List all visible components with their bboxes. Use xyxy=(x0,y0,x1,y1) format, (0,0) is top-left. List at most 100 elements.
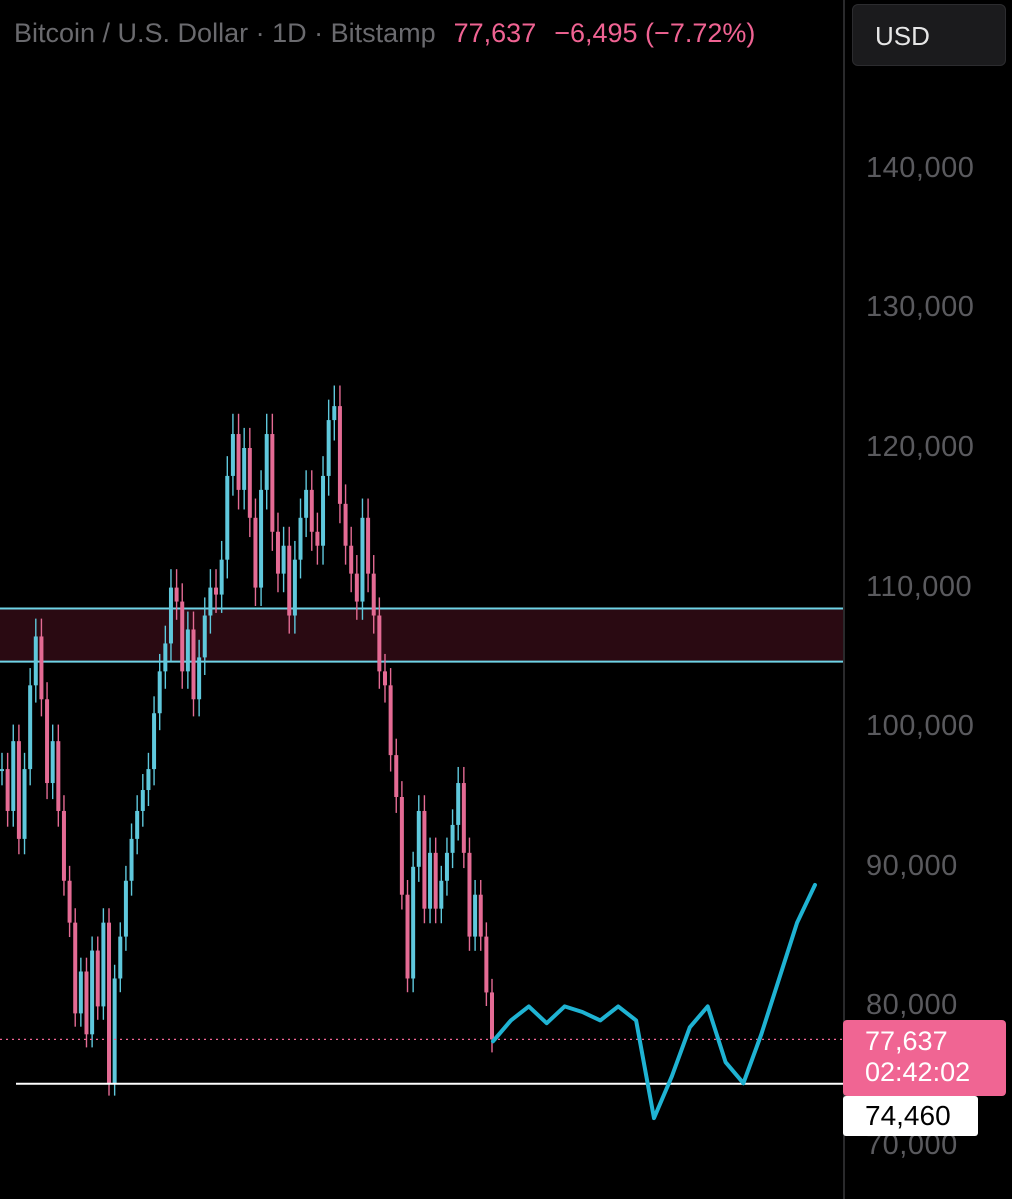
bar-countdown: 02:42:02 xyxy=(865,1057,971,1087)
candle-body xyxy=(275,531,280,574)
candle-body xyxy=(78,971,83,1014)
last-price-value: 77,637 xyxy=(865,1026,948,1056)
candle-body xyxy=(50,741,55,784)
candle-body xyxy=(197,657,202,700)
candle-body xyxy=(208,587,213,616)
candle-body xyxy=(321,475,326,546)
candle-body xyxy=(366,517,371,574)
projection-drawing xyxy=(491,882,817,1121)
support-level-tag: 74,460 xyxy=(843,1096,978,1136)
candle-body xyxy=(112,978,117,1084)
candle-body xyxy=(101,922,106,1007)
candle-body xyxy=(388,685,393,756)
candle-body xyxy=(5,769,10,811)
candle-body xyxy=(157,671,162,714)
candle-body xyxy=(484,936,489,993)
candle-body xyxy=(152,713,157,770)
candle-body xyxy=(450,824,455,853)
candle-body xyxy=(422,810,427,909)
chart-header: Bitcoin / U.S. Dollar · 1D · Bitstamp 77… xyxy=(14,18,755,49)
candle-body xyxy=(107,922,112,1084)
currency-button[interactable]: USD xyxy=(852,4,1006,66)
candle-body xyxy=(247,448,252,518)
candle-body xyxy=(118,936,123,979)
candle-body xyxy=(411,866,416,979)
projection-line[interactable] xyxy=(491,882,817,1121)
header-price-change: −6,495 (−7.72%) xyxy=(554,18,756,48)
price-series xyxy=(0,385,494,1096)
header-last-price: 77,637 xyxy=(453,18,537,48)
axis-tick-label: 100,000 xyxy=(866,710,975,743)
candle-body xyxy=(416,810,421,867)
axis-tick-label: 90,000 xyxy=(866,849,958,882)
candle-body xyxy=(84,971,89,1035)
zone-fill xyxy=(0,608,843,662)
candle-body xyxy=(56,741,61,811)
candle-body xyxy=(67,880,72,923)
price-axis-divider xyxy=(843,0,845,1199)
candle-body xyxy=(230,434,235,476)
candle-body xyxy=(405,894,410,979)
symbol-title[interactable]: Bitcoin / U.S. Dollar · 1D · Bitstamp xyxy=(14,18,436,48)
candle-body xyxy=(349,545,354,574)
candle-body xyxy=(135,810,140,839)
axis-tick-label: 110,000 xyxy=(866,570,973,603)
candle-body xyxy=(95,950,100,1007)
candle-body xyxy=(73,922,78,1014)
candle-body xyxy=(45,699,50,784)
candle-body xyxy=(61,810,66,881)
axis-tick-label: 140,000 xyxy=(866,151,975,184)
candle-body xyxy=(478,894,483,937)
candle-body xyxy=(439,880,444,909)
candle-body xyxy=(242,448,247,490)
candle-body xyxy=(354,573,359,602)
candle-body xyxy=(264,434,269,490)
candle-body xyxy=(292,559,297,616)
candle-body xyxy=(174,587,179,602)
candle-body xyxy=(163,643,168,672)
candle-body xyxy=(225,475,230,560)
candle-body xyxy=(0,769,4,772)
candle-body xyxy=(129,838,134,881)
candle-body xyxy=(309,489,314,532)
candle-body xyxy=(259,489,264,588)
candle-body xyxy=(168,587,173,644)
candle-body xyxy=(377,615,382,672)
candle-body xyxy=(270,434,275,532)
candle-body xyxy=(490,992,494,1040)
axis-tick-label: 130,000 xyxy=(866,291,975,324)
candle-body xyxy=(236,434,241,490)
candle-body xyxy=(123,880,128,937)
candle-body xyxy=(22,769,27,839)
candle-body xyxy=(304,489,309,518)
level-lines xyxy=(0,1038,843,1085)
axis-tick-label: 80,000 xyxy=(866,989,958,1022)
candle-body xyxy=(281,545,286,574)
candle-body xyxy=(16,741,21,839)
candle-body xyxy=(140,790,145,811)
candle-body xyxy=(39,636,44,700)
candle-body xyxy=(394,755,399,797)
candle-body xyxy=(214,587,219,595)
candle-body xyxy=(90,950,95,1035)
candle-body xyxy=(180,601,185,672)
candle-body xyxy=(433,852,438,909)
candle-body xyxy=(399,797,404,895)
candle-body xyxy=(146,769,151,791)
candle-body xyxy=(444,852,449,881)
candle-body xyxy=(28,685,33,770)
candle-body xyxy=(287,545,292,616)
candle-body xyxy=(253,517,258,588)
candle-body xyxy=(191,629,196,700)
candle-body xyxy=(473,894,478,937)
candle-body xyxy=(298,517,303,560)
candle-body xyxy=(467,852,472,937)
candle-body xyxy=(456,783,461,825)
candle-body xyxy=(185,629,190,672)
candle-body xyxy=(326,420,331,476)
candle-body xyxy=(428,852,433,909)
candle-body xyxy=(343,503,348,546)
candle-body xyxy=(337,406,342,504)
